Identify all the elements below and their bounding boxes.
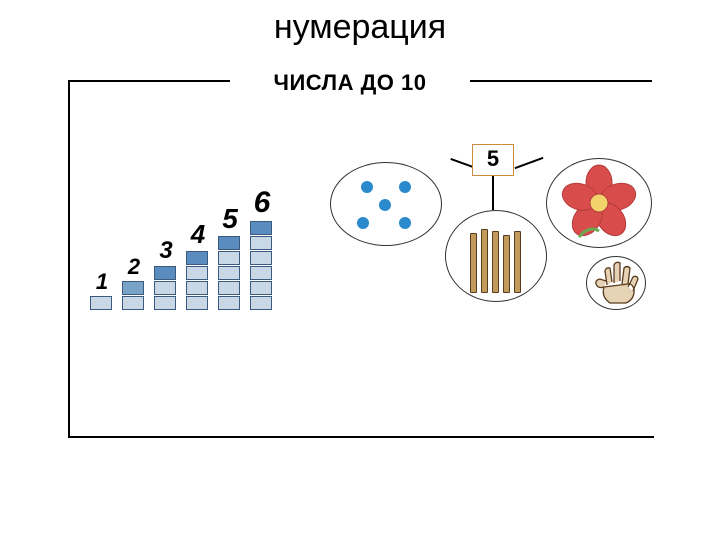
bar-block	[250, 221, 272, 235]
bar-block	[186, 251, 208, 265]
bar-label: 1	[90, 269, 114, 295]
dot-icon	[361, 181, 373, 193]
flower-icon	[547, 159, 651, 247]
page-title: нумерация	[0, 8, 720, 47]
bar-column: 1	[90, 295, 114, 310]
bar-block	[122, 281, 144, 295]
stick-icon	[514, 231, 521, 293]
bar-chart: 123456	[90, 150, 320, 310]
oval-flower	[546, 158, 652, 248]
hand-icon	[587, 257, 645, 309]
bar-block	[218, 236, 240, 250]
bar-block	[250, 281, 272, 295]
page: нумерация ЧИСЛА ДО 10 123456 5	[0, 0, 720, 540]
bar-column: 6	[250, 220, 274, 310]
connector-line	[492, 174, 494, 210]
oval-hand	[586, 256, 646, 310]
bar-block	[218, 296, 240, 310]
ovals-group: 5	[330, 140, 650, 330]
bar-column: 5	[218, 235, 242, 310]
bar-block	[250, 251, 272, 265]
bar-block	[90, 296, 112, 310]
stick-icon	[492, 231, 499, 293]
dot-icon	[357, 217, 369, 229]
bar-column: 2	[122, 280, 146, 310]
bar-label: 2	[122, 254, 146, 280]
bar-block	[218, 281, 240, 295]
bar-block	[250, 266, 272, 280]
bar-block	[154, 281, 176, 295]
stick-icon	[470, 233, 477, 293]
bar-block	[186, 281, 208, 295]
dot-icon	[399, 181, 411, 193]
bar-block	[154, 266, 176, 280]
bar-block	[218, 251, 240, 265]
bar-column: 3	[154, 265, 178, 310]
dot-icon	[399, 217, 411, 229]
dot-icon	[379, 199, 391, 211]
bar-column: 4	[186, 250, 210, 310]
bar-block	[250, 236, 272, 250]
bar-block	[218, 266, 240, 280]
bar-label: 3	[154, 237, 178, 265]
bar-label: 6	[250, 186, 274, 220]
bar-block	[122, 296, 144, 310]
bar-block	[250, 296, 272, 310]
bar-label: 5	[218, 203, 242, 235]
center-number-box: 5	[472, 144, 514, 176]
bar-block	[186, 296, 208, 310]
bar-block	[186, 266, 208, 280]
connector-line	[450, 158, 473, 168]
stick-icon	[481, 229, 488, 293]
oval-sticks	[445, 210, 547, 302]
oval-dots	[330, 162, 442, 246]
bar-block	[154, 296, 176, 310]
stick-icon	[503, 235, 510, 293]
bar-label: 4	[186, 219, 210, 250]
connector-line	[515, 157, 544, 169]
